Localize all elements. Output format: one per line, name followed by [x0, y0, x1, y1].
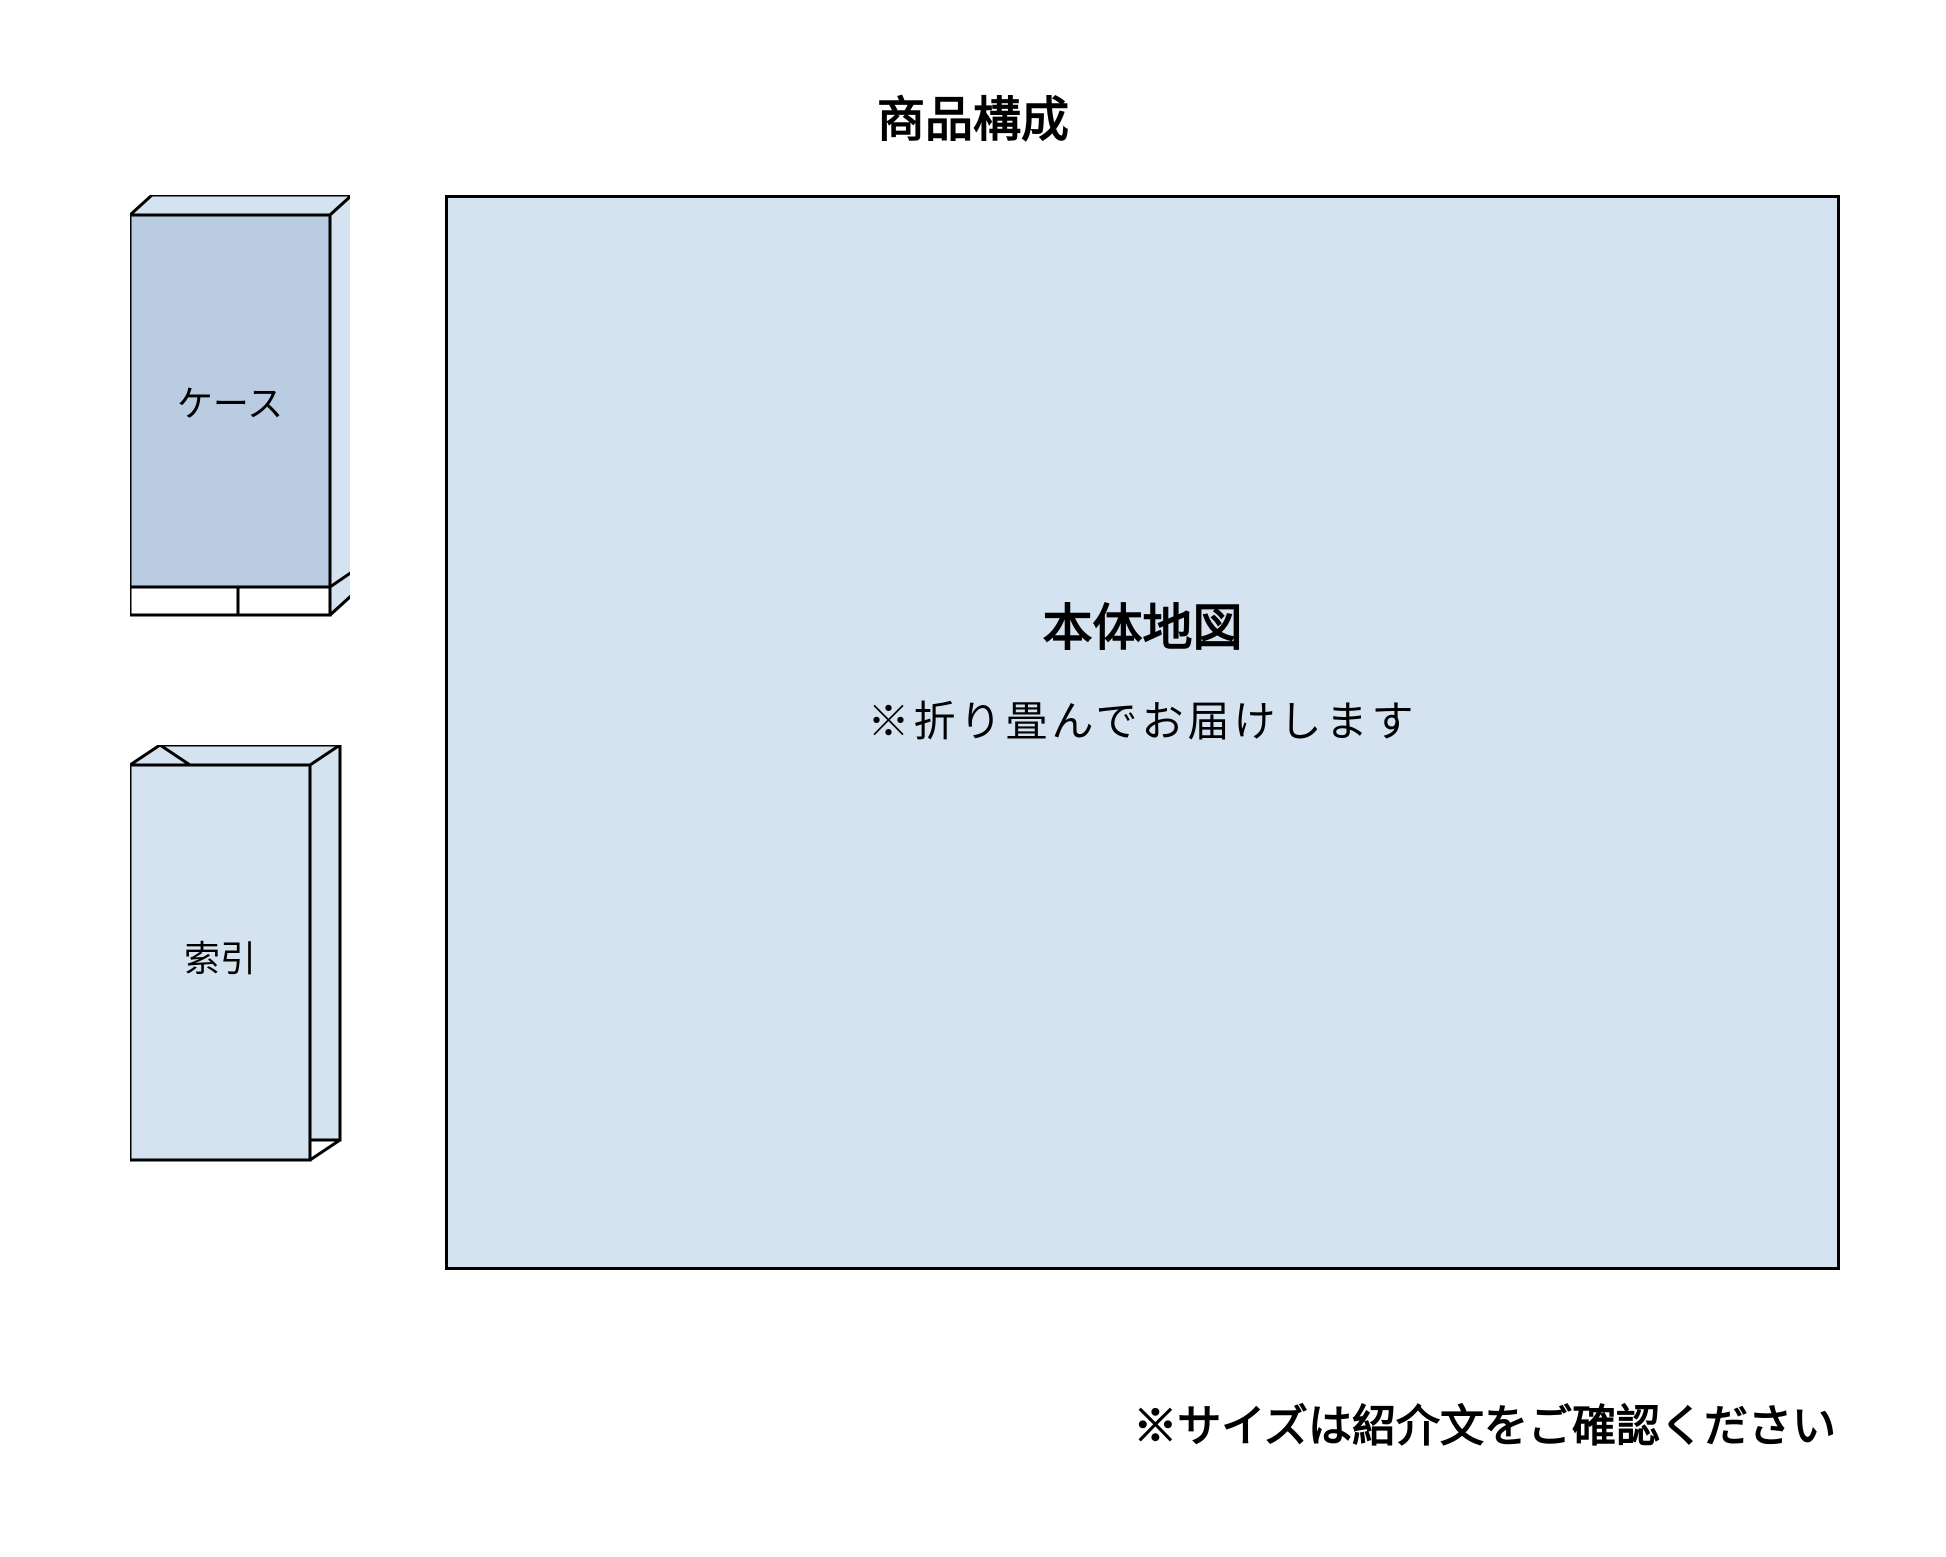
diagram-area: ケース 索引 本体地図 ※折り畳んでお届けします [130, 195, 1840, 1295]
footer-note: ※サイズは紹介文をご確認ください [1133, 1390, 1836, 1454]
main-map-title: 本体地図 [448, 588, 1837, 660]
main-map-text-group: 本体地図 ※折り畳んでお届けします [448, 588, 1837, 749]
main-map-note: ※折り畳んでお届けします [448, 688, 1837, 749]
case-label: ケース [130, 375, 330, 427]
main-map-component: 本体地図 ※折り畳んでお届けします [445, 195, 1840, 1270]
diagram-title: 商品構成 [877, 80, 1069, 150]
index-label: 索引 [130, 930, 310, 982]
